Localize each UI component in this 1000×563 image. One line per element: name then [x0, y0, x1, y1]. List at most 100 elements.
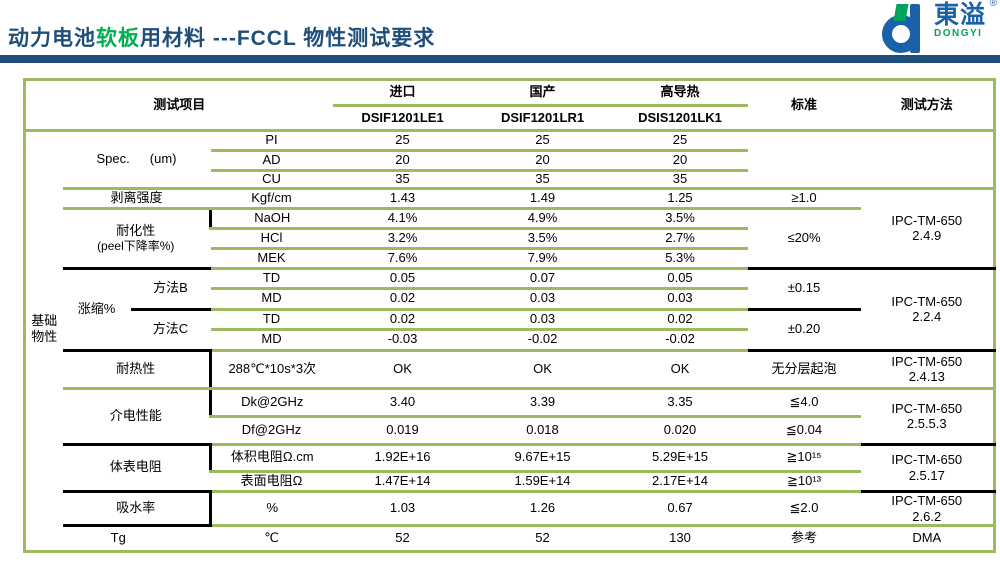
standard-df: ≦0.04 — [747, 416, 861, 446]
value-naoh-domestic: 4.9% — [472, 208, 613, 230]
spec-label-unit: (um) — [149, 151, 177, 166]
value-ad-thermal: 20 — [612, 150, 748, 172]
param-td-c: TD — [210, 309, 333, 331]
value-peel-import: 1.43 — [332, 188, 473, 210]
method-diel-line2: 2.5.5.3 — [906, 416, 947, 432]
value-heat-import: OK — [332, 350, 473, 390]
value-volres-import: 1.92E+16 — [332, 444, 473, 473]
param-md-b: MD — [210, 288, 333, 311]
param-pi: PI — [210, 130, 333, 152]
param-hcl: HCl — [210, 228, 333, 250]
standard-water: ≦2.0 — [747, 491, 861, 528]
value-dk-thermal: 3.35 — [612, 388, 748, 418]
side-label-basic-properties: 基础 物性 — [25, 131, 63, 526]
label-dielectric: 介电性能 — [62, 388, 211, 446]
side-label-line1: 基础 — [31, 313, 58, 329]
value-heat-domestic: OK — [472, 350, 613, 390]
title-segment-2: 软板 — [96, 27, 140, 50]
value-pi-domestic: 25 — [472, 130, 613, 152]
value-cu-thermal: 35 — [612, 170, 748, 190]
company-logo: 東溢 ® DONGYI — [881, 0, 997, 54]
label-tg: Tg — [110, 530, 126, 546]
value-hcl-domestic: 3.5% — [472, 228, 613, 250]
method-resistance: IPC-TM-650 2.5.17 — [860, 444, 995, 493]
standard-heat: 无分层起泡 — [747, 350, 861, 390]
label-shrinkage: 涨缩% — [62, 268, 131, 352]
label-peel-strength: 剥离强度 — [62, 188, 211, 210]
method-heat: IPC-TM-650 2.4.13 — [860, 350, 995, 390]
value-td-c-import: 0.02 — [332, 309, 473, 331]
header-high-thermal: 高导热 — [612, 79, 748, 107]
label-method-c: 方法C — [130, 309, 211, 352]
chem-label-line2: (peel下降率%) — [97, 239, 175, 254]
value-peel-thermal: 1.25 — [612, 188, 748, 210]
value-td-c-domestic: 0.03 — [472, 309, 613, 331]
standard-surfres: ≧10¹³ — [747, 471, 861, 493]
value-td-b-domestic: 0.07 — [472, 268, 613, 290]
param-td-b: TD — [210, 268, 333, 290]
slide-header: 动力电池软板用材料 ---FCCL 物性测试要求 東溢 ® DONGYI — [0, 0, 1000, 55]
spec-label-word: Spec. — [96, 151, 130, 166]
value-naoh-thermal: 3.5% — [612, 208, 748, 230]
side-label-line2: 物性 — [31, 328, 58, 344]
header-method: 测试方法 — [860, 79, 995, 132]
model-high-thermal: DSIS1201LK1 — [612, 105, 748, 132]
value-td-b-thermal: 0.05 — [612, 268, 748, 290]
title-segment-3: 用材料 ---FCCL 物性测试要求 — [140, 27, 436, 50]
value-td-b-import: 0.05 — [332, 268, 473, 290]
label-water-absorption: 吸水率 — [62, 491, 211, 528]
param-df: Df@2GHz — [210, 416, 333, 446]
value-cu-import: 35 — [332, 170, 473, 190]
label-heat-resistance: 耐热性 — [62, 350, 211, 390]
standard-method-c: ±0.20 — [747, 309, 861, 352]
value-surfres-import: 1.47E+14 — [332, 471, 473, 493]
value-td-c-thermal: 0.02 — [612, 309, 748, 331]
param-dk: Dk@2GHz — [208, 388, 333, 418]
properties-table-wrap: 测试项目 进口 国产 高导热 标准 测试方法 DSIF1201LE1 DSIF1… — [23, 78, 1000, 554]
model-import: DSIF1201LE1 — [332, 105, 473, 132]
method-diel-line1: IPC-TM-650 — [891, 400, 963, 416]
value-dk-domestic: 3.39 — [472, 388, 613, 418]
chem-label-line1: 耐化性 — [116, 222, 156, 238]
logo-brand-name: 東溢 — [933, 1, 986, 29]
header-standard: 标准 — [747, 79, 861, 132]
method-water: IPC-TM-650 2.6.2 — [860, 491, 995, 528]
method-shrink-line2: 2.2.4 — [912, 309, 942, 325]
param-naoh: NaOH — [208, 208, 333, 230]
method-peel-chem: IPC-TM-650 2.4.9 — [860, 188, 995, 270]
header-import: 进口 — [332, 79, 473, 107]
method-water-line2: 2.6.2 — [912, 508, 942, 524]
value-mek-import: 7.6% — [332, 248, 473, 270]
dongyi-logo-icon — [881, 2, 930, 54]
page-title: 动力电池软板用材料 ---FCCL 物性测试要求 — [8, 22, 435, 52]
param-mek: MEK — [210, 248, 333, 270]
title-divider-bar — [0, 55, 1000, 63]
param-water-unit: % — [208, 491, 333, 528]
header-test-item: 测试项目 — [24, 79, 333, 132]
param-volume-resistance: 体积电阻Ω.cm — [208, 444, 333, 473]
label-chemical-resistance: 耐化性 (peel下降率%) — [62, 208, 211, 270]
value-df-domestic: 0.018 — [472, 416, 613, 446]
label-resistance: 体表电阻 — [62, 444, 211, 493]
value-ad-import: 20 — [332, 150, 473, 172]
standard-tg: 参考 — [791, 530, 818, 546]
param-surface-resistance: 表面电阻Ω — [210, 471, 333, 493]
method-res-line2: 2.5.17 — [908, 467, 945, 483]
method-peel-line2: 2.4.9 — [912, 228, 942, 244]
registered-mark-icon: ® — [989, 0, 997, 9]
value-md-b-domestic: 0.03 — [472, 288, 613, 311]
value-tg-import: 52 — [395, 530, 410, 546]
value-surfres-domestic: 1.59E+14 — [472, 471, 613, 493]
value-pi-import: 25 — [332, 130, 473, 152]
value-md-b-import: 0.02 — [332, 288, 473, 311]
value-md-b-thermal: 0.03 — [612, 288, 748, 311]
value-tg-thermal: 130 — [669, 530, 691, 546]
value-md-c-thermal: -0.02 — [612, 329, 748, 352]
value-volres-thermal: 5.29E+15 — [612, 444, 748, 473]
value-mek-thermal: 5.3% — [612, 248, 748, 270]
value-peel-domestic: 1.49 — [472, 188, 613, 210]
value-pi-thermal: 25 — [612, 130, 748, 152]
standard-dk: ≦4.0 — [747, 388, 861, 418]
value-mek-domestic: 7.9% — [472, 248, 613, 270]
value-surfres-thermal: 2.17E+14 — [612, 471, 748, 493]
